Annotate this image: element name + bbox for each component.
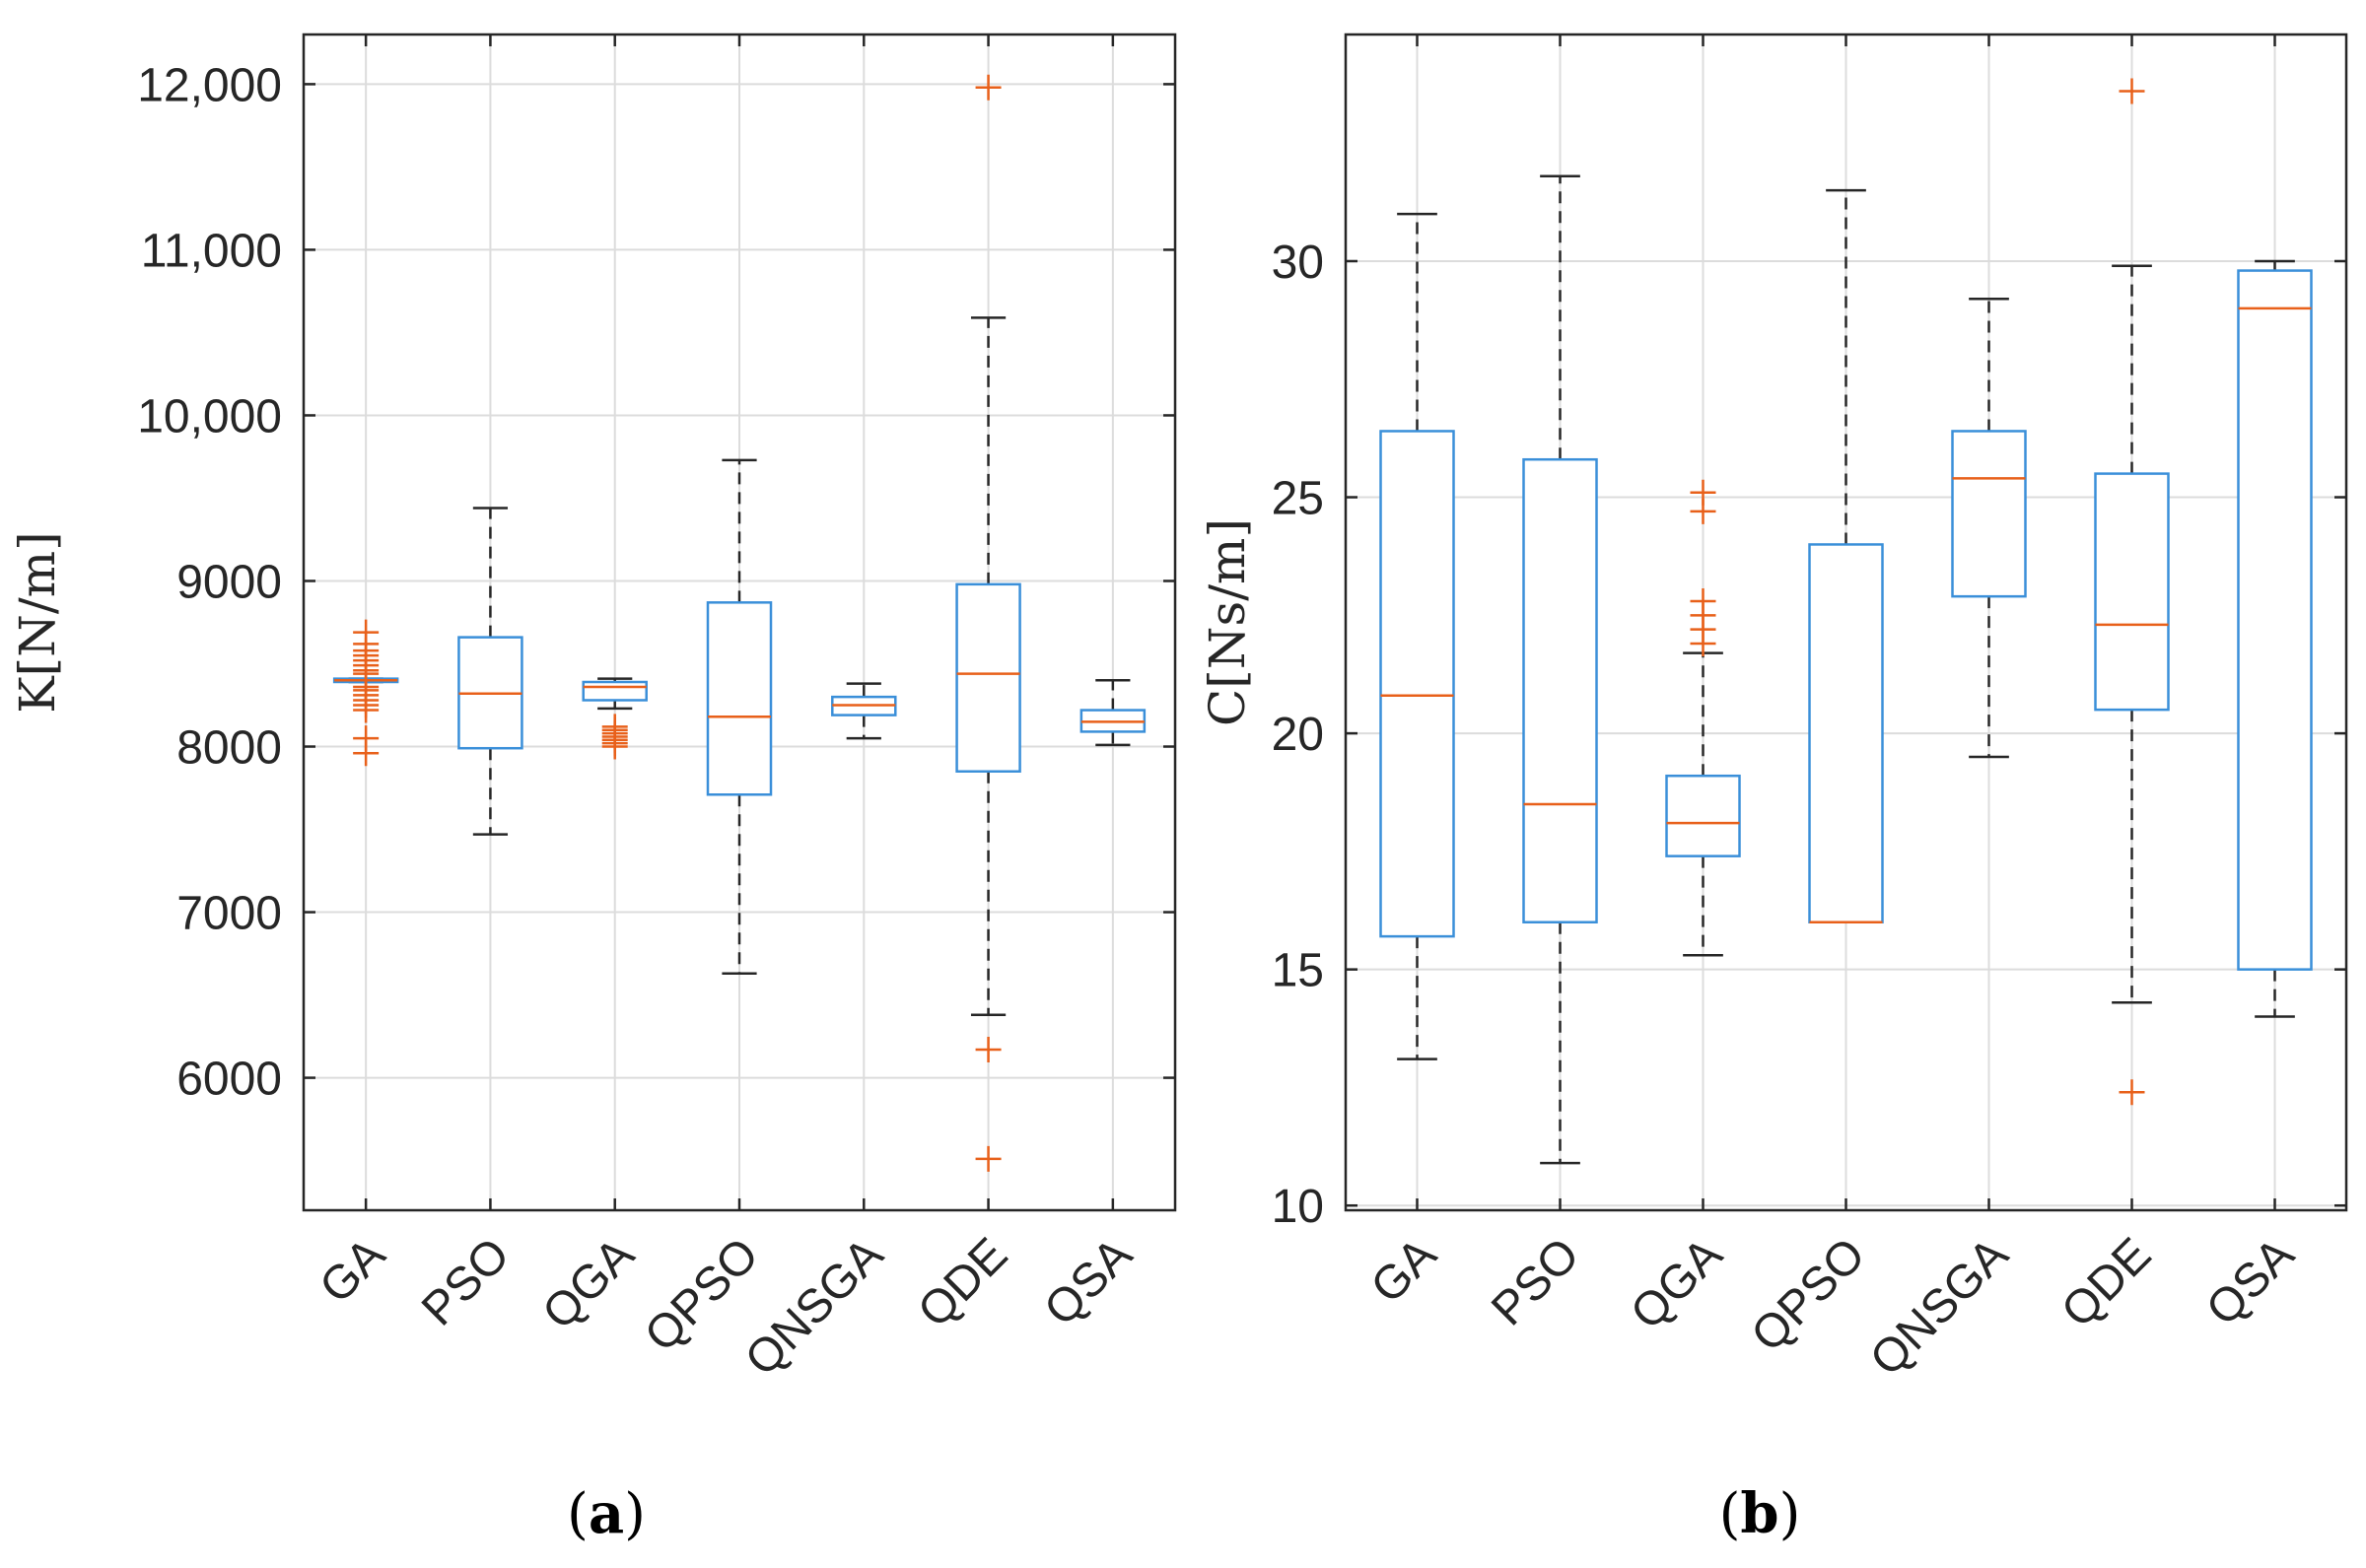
outlier-marker bbox=[2119, 78, 2145, 104]
x-tick-label: QDE bbox=[908, 1228, 1017, 1337]
y-tick-label: 11,000 bbox=[141, 225, 282, 277]
outlier-marker bbox=[1690, 631, 1716, 657]
box-qpso bbox=[1808, 543, 1884, 923]
y-tick-label: 10 bbox=[1272, 1181, 1324, 1233]
caption-b: (b) bbox=[1719, 1481, 1801, 1546]
x-tick-label: QNSGA bbox=[1860, 1228, 2018, 1386]
x-tick-label: QSA bbox=[2196, 1228, 2304, 1335]
y-tick-label: 12,000 bbox=[137, 59, 282, 111]
y-tick-label: 25 bbox=[1272, 473, 1324, 525]
outlier-marker bbox=[353, 740, 380, 767]
y-axis-label: C[Ns/m] bbox=[1199, 518, 1256, 726]
y-tick-label: 30 bbox=[1272, 237, 1324, 289]
y-tick-label: 8000 bbox=[176, 722, 282, 775]
y-tick-label: 15 bbox=[1272, 945, 1324, 997]
box-qga bbox=[1665, 774, 1741, 857]
outlier-marker bbox=[353, 697, 380, 723]
box-qga bbox=[582, 680, 648, 702]
outlier-marker bbox=[975, 1037, 1002, 1063]
y-tick-label: 7000 bbox=[176, 888, 282, 940]
y-tick-label: 6000 bbox=[176, 1054, 282, 1106]
outlier-marker bbox=[1690, 498, 1716, 524]
y-tick-label: 20 bbox=[1272, 709, 1324, 761]
outlier-marker bbox=[2119, 1079, 2145, 1106]
outlier-marker bbox=[975, 74, 1002, 101]
caption-a: (a) bbox=[567, 1481, 646, 1546]
x-tick-label: GA bbox=[310, 1228, 395, 1314]
x-tick-label: QPSO bbox=[1742, 1228, 1876, 1362]
x-tick-label: QGA bbox=[533, 1228, 645, 1339]
box-qsa bbox=[2237, 269, 2313, 971]
y-axis-label: K[N/m] bbox=[9, 531, 66, 713]
y-tick-label: 10,000 bbox=[137, 390, 282, 443]
x-tick-label: PSO bbox=[1482, 1228, 1589, 1335]
box-qnsga bbox=[1951, 430, 2027, 598]
x-tick-label: PSO bbox=[412, 1228, 520, 1335]
y-tick-label: 9000 bbox=[176, 556, 282, 608]
x-tick-label: QGA bbox=[1621, 1228, 1732, 1339]
box-qde bbox=[2094, 472, 2170, 712]
box-ga bbox=[1379, 430, 1455, 938]
x-tick-label: QNSGA bbox=[735, 1228, 893, 1386]
x-tick-label: QDE bbox=[2052, 1228, 2161, 1337]
outlier-marker bbox=[601, 733, 628, 760]
outlier-marker bbox=[975, 1145, 1002, 1172]
box-qpso bbox=[706, 601, 773, 796]
box-qde bbox=[955, 582, 1021, 773]
box-pso bbox=[1522, 457, 1598, 923]
x-tick-label: GA bbox=[1361, 1228, 1447, 1314]
x-tick-label: QSA bbox=[1034, 1228, 1142, 1335]
